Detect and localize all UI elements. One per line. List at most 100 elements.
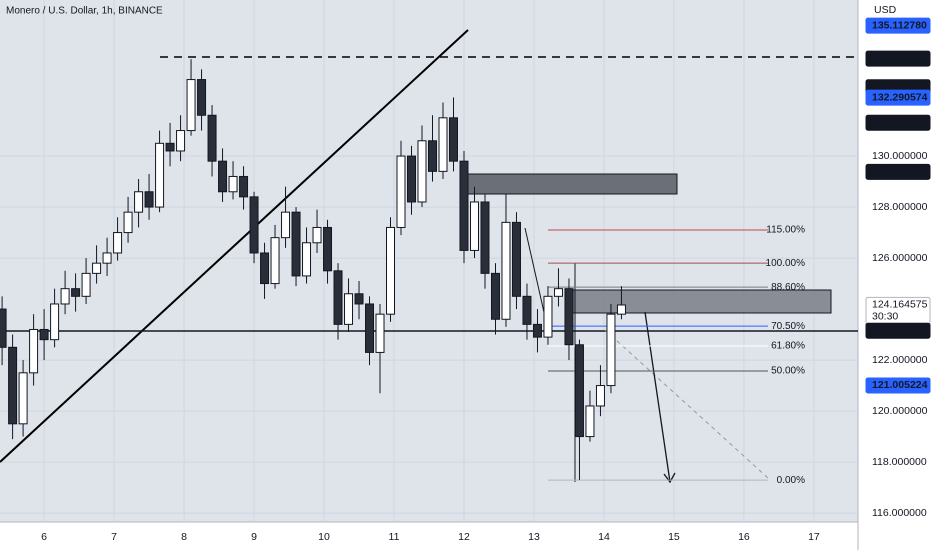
- candle-body: [480, 201, 490, 274]
- x-tick-label: 17: [808, 531, 820, 543]
- candle-body: [469, 201, 479, 251]
- candle-body: [155, 142, 165, 208]
- candle-body: [427, 140, 437, 172]
- candle-body: [585, 405, 595, 438]
- candle-body: [239, 175, 249, 198]
- candle-body: [564, 288, 574, 346]
- candle-body: [8, 346, 18, 425]
- candle-body: [197, 79, 207, 116]
- price-tag: [865, 89, 931, 106]
- y-tick-label: 130.000000: [872, 150, 928, 162]
- currency-label: USD: [874, 4, 897, 16]
- price-tag-label: 121.005224: [872, 379, 928, 391]
- arrow-line: [644, 311, 671, 483]
- fib-label: 61.80%: [771, 341, 805, 352]
- candle-body: [386, 226, 396, 315]
- x-tick-label: 12: [458, 531, 470, 543]
- price-tag: [865, 114, 931, 131]
- candle-body: [595, 385, 605, 407]
- candle-body: [606, 313, 616, 387]
- candle-body: [501, 221, 511, 320]
- candle-body: [459, 160, 469, 251]
- trend-line: [0, 29, 469, 463]
- candle-body: [270, 237, 280, 285]
- countdown-label: 30:30: [872, 311, 898, 323]
- axis-labels: 116.000000 118.000000 120.000000 122.000000…: [41, 17, 931, 543]
- candle-body: [29, 328, 39, 374]
- fib-label: 115.00%: [766, 225, 805, 236]
- candle-body: [60, 288, 70, 305]
- fib-label: 50.00%: [771, 366, 805, 377]
- price-tag-label: 129.378690: [872, 166, 928, 178]
- candle-body: [249, 196, 259, 254]
- candle-body: [574, 344, 584, 438]
- x-tick-label: 13: [528, 531, 540, 543]
- fib-levels: 115.00% 100.00% 88.60% 70.50% 61.80% 50.00% 0.…: [548, 225, 805, 486]
- candle-body: [0, 308, 7, 348]
- candle-body: [396, 155, 406, 228]
- candle-body: [490, 272, 500, 320]
- x-tick-label: 10: [318, 531, 330, 543]
- price-tag-label: 124.164575: [872, 299, 928, 311]
- x-tick-label: 7: [111, 531, 117, 543]
- price-tag-label: 123.148536: [872, 325, 928, 337]
- candle-body: [417, 140, 427, 203]
- price-tag: [865, 17, 931, 34]
- candle-body: [302, 242, 312, 277]
- candle-body: [438, 117, 448, 172]
- x-tick-label: 8: [181, 531, 187, 543]
- candle-body: [354, 293, 364, 305]
- price-tag-label: 132.290574: [872, 91, 928, 103]
- y-tick-label: 120.000000: [872, 405, 928, 417]
- y-tick-label: 128.000000: [872, 201, 928, 213]
- candle-body: [511, 221, 521, 297]
- zone-box: [465, 173, 678, 195]
- x-tick-label: 6: [41, 531, 47, 543]
- fib-label: 88.60%: [771, 282, 805, 293]
- candle-body: [228, 175, 238, 193]
- arrow-head: [663, 472, 676, 484]
- candles: [0, 59, 626, 480]
- candle-body: [102, 252, 112, 264]
- y-tick-label: 118.000000: [872, 456, 927, 468]
- price-tag: [865, 377, 931, 394]
- candle-body: [375, 313, 385, 353]
- candle-body: [260, 252, 270, 285]
- candle-body: [333, 270, 343, 325]
- chart-title: Monero / U.S. Dollar, 1h, BINANCE: [6, 6, 163, 17]
- candle-body: [134, 191, 144, 213]
- candle-body: [113, 232, 123, 254]
- price-tag-label: 133.819891: [872, 52, 928, 64]
- x-tick-label: 14: [598, 531, 610, 543]
- candle-body: [291, 211, 301, 277]
- candle-body: [218, 160, 228, 193]
- price-tag: [865, 50, 931, 67]
- price-tag-label: 135.112780: [872, 19, 927, 31]
- candle-body: [165, 142, 175, 152]
- candle-body: [81, 272, 91, 297]
- x-tick-label: 16: [738, 531, 750, 543]
- candle-body: [207, 114, 217, 162]
- x-tick-label: 11: [389, 531, 400, 543]
- price-tag-label: 131.305267: [872, 117, 928, 129]
- candle-body: [616, 304, 626, 315]
- plot-background: [0, 0, 858, 522]
- fib-label: 70.50%: [771, 321, 805, 332]
- candle-body: [448, 117, 458, 162]
- candle-body: [553, 288, 563, 297]
- candle-body: [522, 295, 532, 325]
- time-axis: [0, 522, 858, 550]
- candle-body: [176, 130, 186, 152]
- price-tag: [865, 322, 931, 339]
- y-tick-label: 116.000000: [872, 507, 927, 519]
- candle-body: [39, 328, 49, 341]
- candle-body: [50, 303, 60, 341]
- drawings: [0, 29, 858, 484]
- price-tag: [865, 163, 931, 180]
- candle-body: [71, 288, 81, 297]
- fib-label: 100.00%: [766, 258, 806, 269]
- candle-body: [144, 191, 154, 208]
- candle-body: [365, 303, 375, 353]
- x-tick-label: 9: [251, 531, 257, 543]
